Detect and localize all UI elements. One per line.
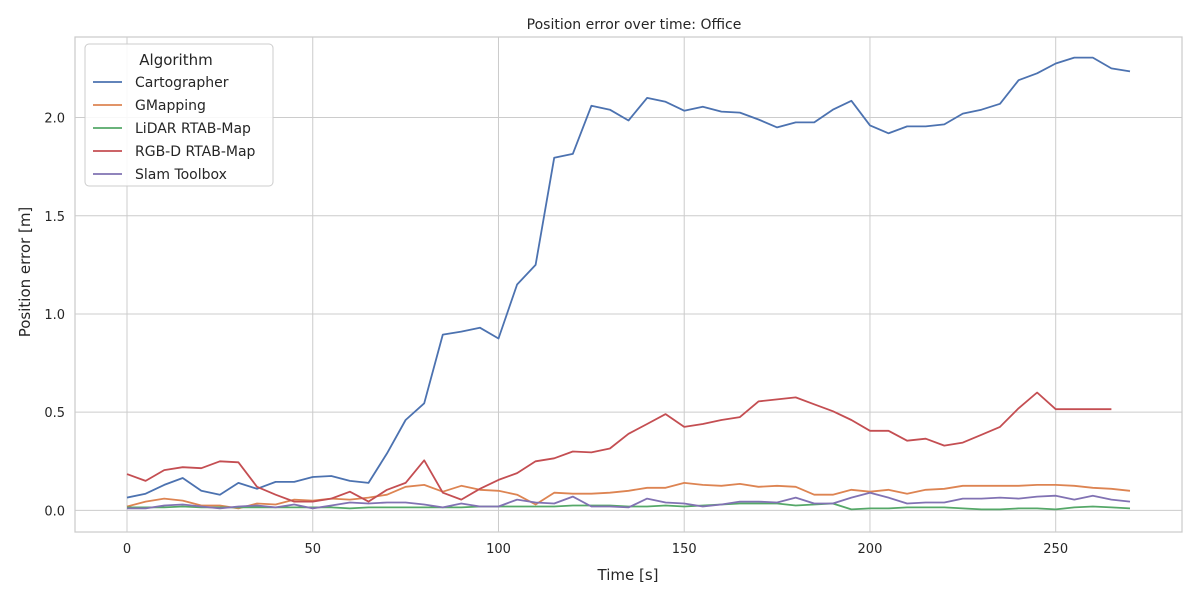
y-tick-label: 0.0 [44,504,65,519]
legend: Algorithm Cartographer GMapping LiDAR RTAB… [84,43,274,187]
legend-label-rgb-d-rtab-map: RGB-D RTAB-Map [135,144,256,160]
legend-box [84,43,274,187]
series-line-gmapping [126,481,1131,510]
x-tick-label: 0 [123,542,131,557]
series-line-cartographer [126,56,1131,499]
chart-title: Position error over time: Office [527,17,742,33]
x-tick-label: 50 [304,542,321,557]
x-tick-label: 100 [486,542,511,557]
x-axis-label: Time [s] [597,566,659,584]
legend-label-gmapping: GMapping [135,98,206,114]
y-axis-label: Position error [m] [16,207,34,338]
x-axis-ticks: 0 50 100 150 200 250 [123,542,1068,557]
x-tick-label: 200 [858,542,883,557]
y-tick-label: 2.0 [44,112,65,127]
y-tick-label: 0.5 [44,406,65,421]
series-line-rgb-d-rtab-map [126,391,1112,503]
y-axis-ticks: 0.0 0.5 1.0 1.5 2.0 [44,112,65,520]
plot-frame [74,36,1183,533]
y-tick-label: 1.5 [44,210,65,225]
legend-label-lidar-rtab-map: LiDAR RTAB-Map [135,121,251,137]
y-tick-label: 1.0 [44,308,65,323]
series-lines [126,56,1131,511]
series-line-slam-toolbox [127,491,1131,510]
legend-label-cartographer: Cartographer [135,75,229,91]
legend-title: Algorithm [139,51,212,69]
legend-label-slam-toolbox: Slam Toolbox [135,167,227,183]
legend-items: Cartographer GMapping LiDAR RTAB-Map RGB-D … [93,75,256,183]
x-tick-label: 250 [1043,542,1068,557]
x-tick-label: 150 [672,542,697,557]
